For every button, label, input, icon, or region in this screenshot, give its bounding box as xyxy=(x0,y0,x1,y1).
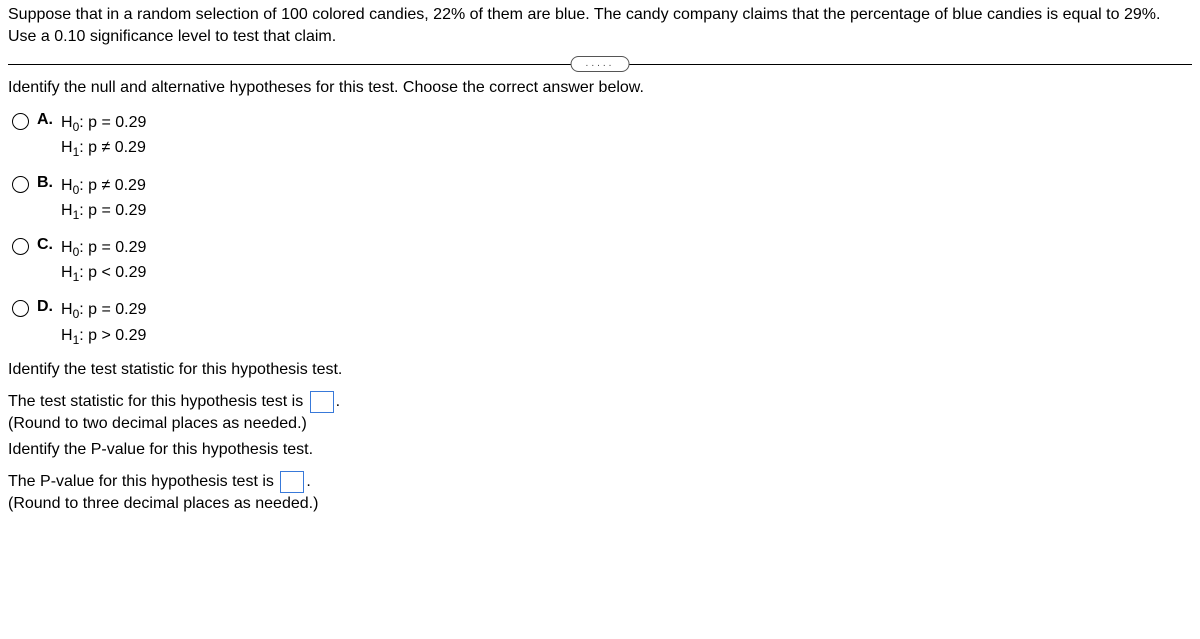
option-a-body: H0: p = 0.29 H1: p ≠ 0.29 xyxy=(61,111,146,161)
q3-stem: Identify the P-value for this hypothesis… xyxy=(8,441,1192,459)
option-c-label: C. xyxy=(37,236,61,254)
option-c[interactable]: C. H0: p = 0.29 H1: p < 0.29 xyxy=(12,236,1192,286)
q2-answer-line: The test statistic for this hypothesis t… xyxy=(8,391,1192,413)
q3-instruction: (Round to three decimal places as needed… xyxy=(8,495,1192,513)
q2-input[interactable] xyxy=(310,391,334,413)
q2-instruction: (Round to two decimal places as needed.) xyxy=(8,415,1192,433)
radio-c[interactable] xyxy=(12,238,29,255)
radio-d[interactable] xyxy=(12,300,29,317)
q2-lead: The test statistic for this hypothesis t… xyxy=(8,393,308,410)
radio-b[interactable] xyxy=(12,176,29,193)
q2-stem: Identify the test statistic for this hyp… xyxy=(8,361,1192,379)
divider: ..... xyxy=(8,57,1192,71)
option-d-label: D. xyxy=(37,298,61,316)
option-c-body: H0: p = 0.29 H1: p < 0.29 xyxy=(61,236,146,286)
option-d[interactable]: D. H0: p = 0.29 H1: p > 0.29 xyxy=(12,298,1192,348)
option-b-label: B. xyxy=(37,174,61,192)
problem-statement: Suppose that in a random selection of 10… xyxy=(8,4,1192,47)
expand-dots[interactable]: ..... xyxy=(571,56,630,72)
q3-answer-line: The P-value for this hypothesis test is … xyxy=(8,471,1192,493)
option-a-label: A. xyxy=(37,111,61,129)
option-a[interactable]: A. H0: p = 0.29 H1: p ≠ 0.29 xyxy=(12,111,1192,161)
option-b[interactable]: B. H0: p ≠ 0.29 H1: p = 0.29 xyxy=(12,174,1192,224)
q3-input[interactable] xyxy=(280,471,304,493)
option-group: A. H0: p = 0.29 H1: p ≠ 0.29 B. H0: p ≠ … xyxy=(12,111,1192,349)
option-d-body: H0: p = 0.29 H1: p > 0.29 xyxy=(61,298,146,348)
q3-tail: . xyxy=(306,473,310,490)
radio-a[interactable] xyxy=(12,113,29,130)
option-b-body: H0: p ≠ 0.29 H1: p = 0.29 xyxy=(61,174,146,224)
q1-stem: Identify the null and alternative hypoth… xyxy=(8,79,1192,97)
q3-lead: The P-value for this hypothesis test is xyxy=(8,473,278,490)
q2-tail: . xyxy=(336,393,340,410)
